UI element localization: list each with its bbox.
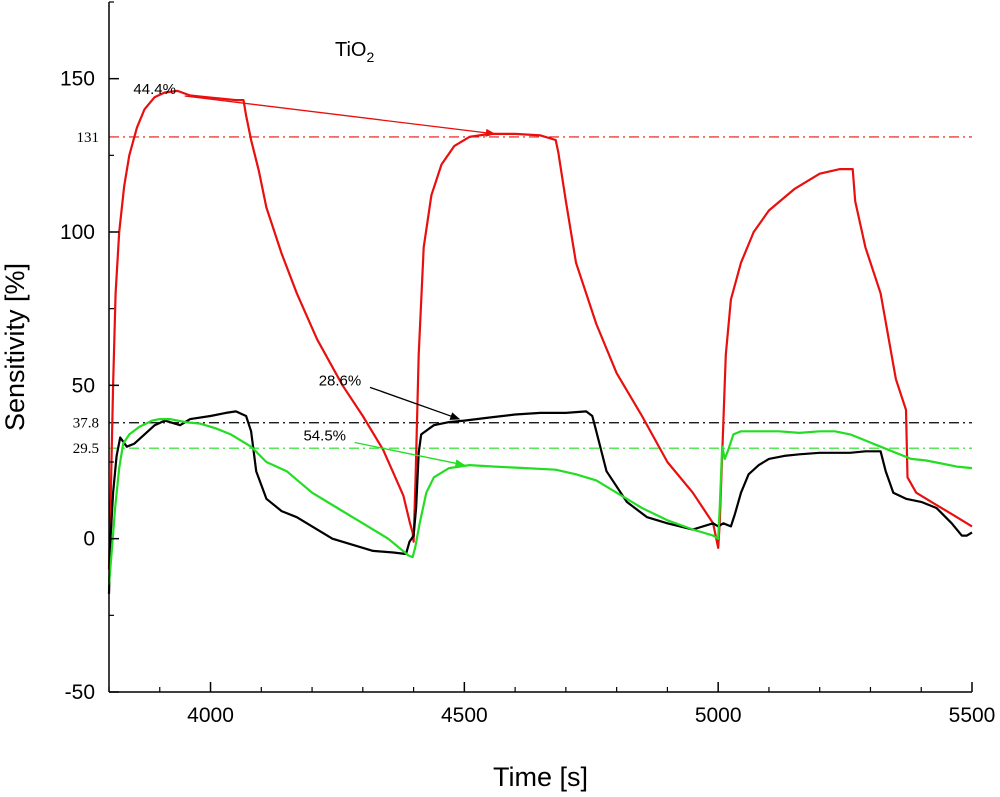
chart-title-subscript: 2 xyxy=(366,49,374,65)
annotation-label: 54.5% xyxy=(303,428,346,445)
x-tick-label: 4000 xyxy=(187,704,234,727)
annotation-arrow xyxy=(354,441,466,468)
series-layer xyxy=(107,89,973,594)
y-tick-label: 50 xyxy=(72,374,95,397)
annotation-label: 28.6% xyxy=(319,372,362,389)
reference-line-label: 29.5 xyxy=(73,441,99,457)
x-tick-label: 4500 xyxy=(441,704,488,727)
axes-layer xyxy=(108,2,972,693)
chart-title-main: TiO xyxy=(335,39,366,61)
annotation-arrow xyxy=(369,386,461,420)
series-line xyxy=(107,89,973,570)
reference-lines: 131 37.8 29.5 xyxy=(73,130,972,457)
y-tick-label: 150 xyxy=(60,68,95,91)
annotation-arrow xyxy=(184,95,496,137)
ticks-layer: 4000 4500 5000 5500 -50 0 50 100 150 xyxy=(60,1,996,727)
x-axis-title: Time [s] xyxy=(493,762,588,792)
series-line xyxy=(107,418,973,585)
chart-title: TiO2 xyxy=(335,39,374,65)
annotations-layer: 44.4% 28.6% 54.5% xyxy=(133,81,496,468)
y-tick-label: -50 xyxy=(65,681,95,704)
series-line xyxy=(107,410,973,594)
annotation-label: 44.4% xyxy=(133,81,176,98)
x-tick-label: 5000 xyxy=(695,704,742,727)
reference-line-label: 131 xyxy=(77,130,100,146)
reference-line-label: 37.8 xyxy=(73,416,99,432)
y-axis-title: Sensitivity [%] xyxy=(0,263,30,431)
x-tick-label: 5500 xyxy=(949,704,996,727)
y-tick-label: 100 xyxy=(60,221,95,244)
y-tick-label: 0 xyxy=(83,528,95,551)
